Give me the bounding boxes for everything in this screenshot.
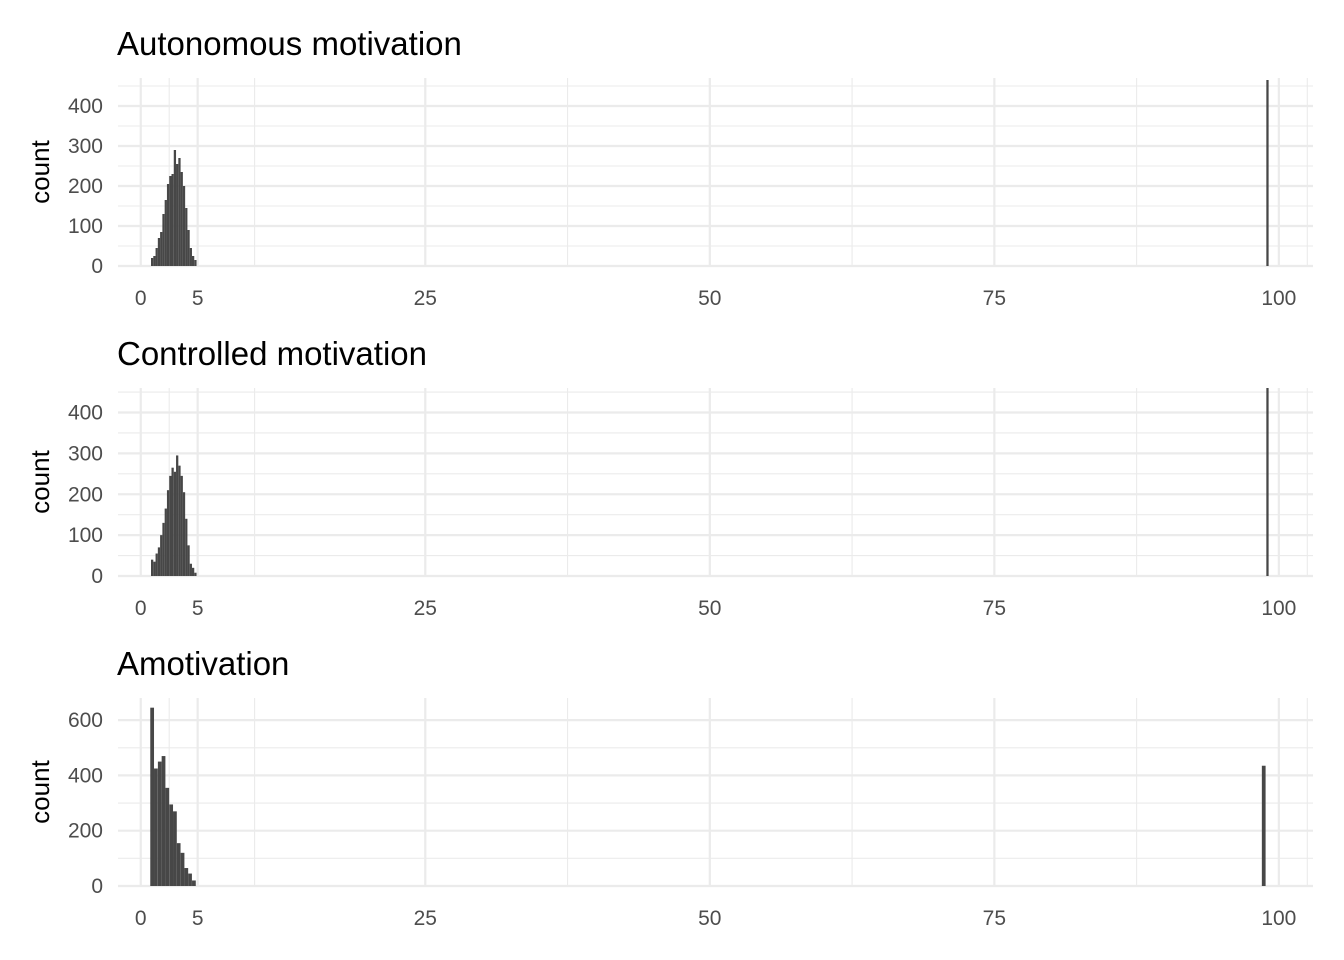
histogram-bar [154,768,158,886]
histogram-bar [192,880,196,886]
y-tick-label: 600 [68,709,103,732]
histogram-bar [164,508,167,576]
histogram-bar [153,256,156,266]
x-tick-label: 5 [192,907,204,930]
histogram-bar [191,567,195,576]
panel-2: 0 5 25 50 75 100 0 100 200 300 400 Controlled motiv… [25,335,1313,620]
histogram-bar [189,248,192,266]
y-tick-label: 400 [68,764,103,787]
histogram-bar [187,230,190,266]
x-tick-label: 100 [1261,287,1296,310]
x-tick-label: 75 [983,287,1006,310]
x-tick-label: 100 [1261,597,1296,620]
panel-1: 0 5 25 50 75 100 0 100 200 300 400 Autonomous motiv… [25,25,1313,310]
y-axis-title: count [25,449,55,513]
x-tick-label: 0 [135,287,147,310]
histogram-bar [173,150,177,266]
histogram-bar [169,804,174,886]
x-tick-label: 75 [983,597,1006,620]
x-tick-label: 75 [983,907,1006,930]
histogram-bar [188,873,192,886]
histogram-bar [184,868,189,886]
histogram-bar [191,256,195,266]
histogram-bar [165,787,170,886]
y-tick-label: 400 [68,95,103,118]
histogram-bar [151,258,154,266]
histogram-bar [189,563,192,576]
histogram-bar [155,553,158,576]
histogram-bar [176,455,179,576]
histogram-bar [1266,80,1269,266]
x-tick-label: 0 [135,597,147,620]
x-tick-label: 50 [698,597,721,620]
histogram-bar [169,176,172,266]
histogram-bar [162,522,165,576]
histogram-bar [161,756,166,886]
histogram-bar [166,184,170,266]
x-tick-label: 25 [414,287,437,310]
histogram-bar [1266,388,1269,576]
histogram-bar [171,174,174,266]
histogram-bar [194,260,197,266]
histogram-bar [171,467,174,576]
x-tick-label: 50 [698,287,721,310]
histogram-bar [185,518,188,576]
y-tick-label: 0 [91,565,103,588]
y-tick-label: 100 [68,524,103,547]
x-tick-label: 5 [192,287,204,310]
histogram-bar [160,535,163,576]
y-axis-title: count [25,759,55,823]
y-tick-label: 300 [68,442,103,465]
histogram-bar [182,492,186,576]
y-tick-label: 0 [91,255,103,278]
panel-3: 0 5 25 50 75 100 0 200 400 600 Amotivation count [25,645,1313,930]
x-tick-label: 50 [698,907,721,930]
y-tick-label: 200 [68,175,103,198]
x-tick-label: 5 [192,597,204,620]
histogram-bar [153,561,156,576]
y-tick-label: 0 [91,875,103,898]
x-tick-label: 100 [1261,907,1296,930]
histogram-bar [176,843,181,886]
histogram-bar [180,475,183,576]
histogram-bar [157,238,161,266]
panel-title: Autonomous motivation [117,25,462,62]
y-tick-label: 200 [68,820,103,843]
histogram-bar [180,852,185,886]
histogram-bar [185,208,188,266]
histogram-bar [176,164,179,266]
x-tick-label: 25 [414,907,437,930]
histogram-bar [182,186,186,266]
y-tick-label: 400 [68,402,103,425]
histogram-bar [157,761,162,886]
histogram-bar [150,707,155,886]
histogram-bar [160,232,163,266]
panel-title: Controlled motivation [117,335,427,372]
histogram-bar [173,811,177,886]
histogram-bar [164,200,167,266]
y-tick-label: 300 [68,135,103,158]
y-tick-label: 100 [68,215,103,238]
histogram-bar [169,475,172,576]
histogram-bar [162,214,165,266]
histogram-bar [178,465,181,576]
x-tick-label: 25 [414,597,437,620]
histogram-bar [1261,765,1266,886]
histogram-bar [187,545,190,576]
panel-title: Amotivation [117,645,289,682]
histogram-bar [155,248,158,266]
histogram-bar [173,471,177,576]
histogram-bar [180,172,183,266]
histogram-bar [151,559,154,576]
histogram-bar [194,572,197,576]
histogram-bar [178,158,181,266]
y-tick-label: 200 [68,483,103,506]
y-axis-title: count [25,139,55,203]
histogram-bar [157,547,161,576]
x-tick-label: 0 [135,907,147,930]
histogram-bar [166,490,170,576]
